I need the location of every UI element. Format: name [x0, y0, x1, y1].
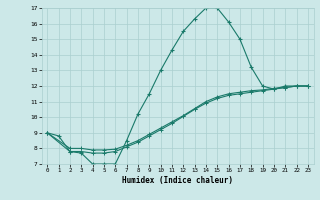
X-axis label: Humidex (Indice chaleur): Humidex (Indice chaleur): [122, 176, 233, 185]
